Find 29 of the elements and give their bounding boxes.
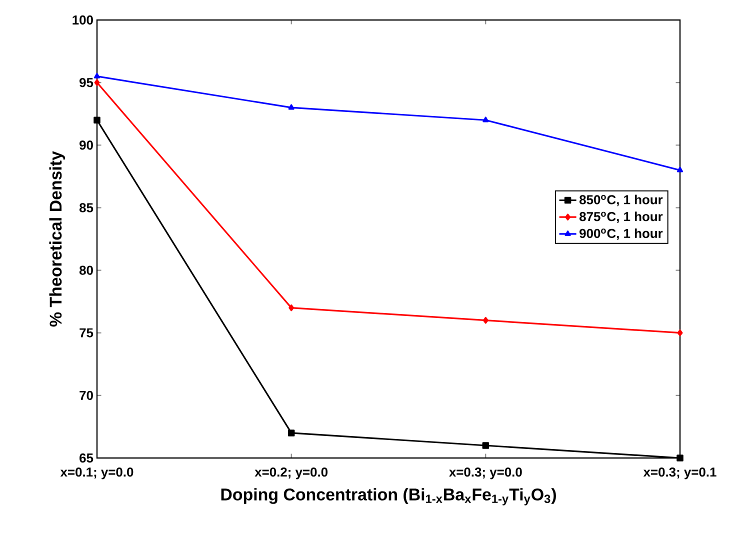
y-axis-title: % Theoretical Density	[49, 151, 66, 327]
legend-label: 875$^{o}$C, 1 hour	[579, 212, 663, 224]
point	[94, 116, 100, 124]
y-tick-label: 85	[79, 203, 94, 212]
point	[676, 166, 684, 172]
point	[288, 104, 294, 110]
legend-label: 850$^{o}$C, 1 hour	[579, 194, 663, 206]
point	[288, 304, 294, 312]
y-tick-label: 100	[72, 15, 93, 25]
y-tick-label: 65	[80, 453, 94, 463]
point	[482, 116, 489, 122]
point	[94, 79, 100, 86]
y-tick-label: 70	[80, 390, 93, 400]
x-tick-label: x=0.3; y=0.0	[449, 467, 522, 480]
point	[676, 454, 684, 462]
legend-label: 900$^{o}$C, 1 hour	[580, 228, 663, 240]
y-tick-label: 90	[80, 140, 93, 150]
y-tick-label: 75	[80, 328, 94, 338]
text: Doping Concentration (Bi$_{1-x}$Ba$_{x}$Fe$_{1-y}$Ti$_{y}$O$_{3}$)	[221, 488, 556, 506]
x-tick-label: x=0.1; y=0.0	[60, 467, 134, 480]
point	[677, 329, 683, 336]
point	[482, 316, 488, 324]
x-tick-label: x=0.2; y=0.0	[254, 467, 328, 480]
point	[94, 72, 100, 78]
y-tick-label: 95	[80, 78, 94, 88]
point	[482, 442, 490, 449]
point	[288, 430, 295, 436]
y-tick-label: 80	[79, 266, 93, 275]
x-tick-label: x=0.3; y=0.1	[643, 467, 716, 480]
